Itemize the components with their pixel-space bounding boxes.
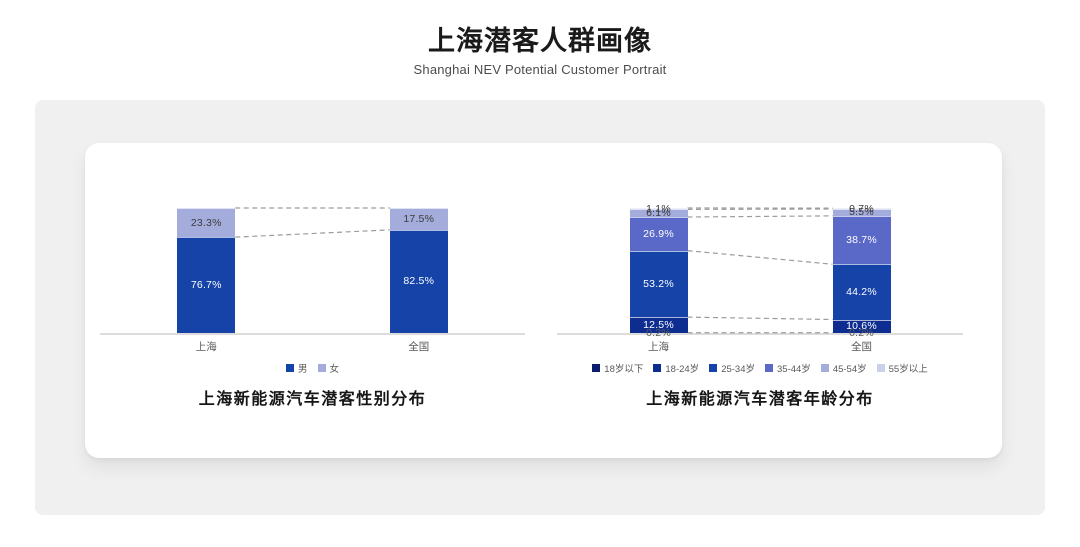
data-label: 0.2% (646, 326, 671, 339)
x-axis-label: 上海 (648, 341, 669, 353)
legend-item: 18岁以下 (592, 361, 643, 375)
bar-segment (832, 215, 891, 265)
connector-lines (687, 207, 833, 334)
charts-card: 76.7% 23.3% 82.5% 17.5% 上海 全国 男女 上海新能源汽车潜客性别… (85, 143, 1002, 458)
bar-上海: 76.7% 23.3% (177, 208, 236, 333)
legend-label: 55岁以上 (888, 364, 928, 375)
bar-segment (832, 319, 891, 333)
age-legend: 18岁以下 18-24岁 25-34岁 35-44岁 45-54岁 55岁以上 (557, 361, 963, 375)
data-label: 82.5% (403, 275, 435, 288)
data-label: 10.6% (846, 320, 877, 333)
legend-item: 女 (317, 361, 340, 375)
legend-item: 18-24岁 (653, 361, 699, 375)
legend-label: 女 (329, 364, 340, 375)
bar-segment (629, 250, 688, 318)
data-label: 44.2% (846, 285, 877, 298)
legend-label: 男 (297, 364, 308, 375)
legend-item: 55岁以上 (876, 361, 928, 375)
legend-label: 18-24岁 (665, 364, 700, 375)
page-subtitle: Shanghai NEV Potential Customer Portrait (413, 62, 667, 77)
data-label: 6.1% (646, 207, 671, 220)
legend-item: 25-34岁 (709, 361, 755, 375)
x-axis-labels: 上海 全国 (557, 339, 963, 353)
data-label: 1.1% (646, 202, 671, 215)
x-axis-label: 全国 (408, 341, 430, 353)
data-label: 23.3% (190, 216, 222, 229)
bar-segment (629, 209, 688, 217)
bar-segment (832, 209, 891, 216)
legend-swatch (765, 364, 773, 372)
chart-caption: 上海新能源汽车潜客性别分布 (198, 391, 427, 408)
gender-legend: 男女 (100, 361, 525, 375)
bar-上海: 0.2% 12.5% 53.2% 26.9% 6.1% 1.1% (629, 203, 688, 339)
legend-label: 25-34岁 (721, 364, 755, 375)
legend-swatch (653, 364, 662, 372)
bar-全国: 0.2% 10.6% 44.2% 38.7% 5.5% 0.7% (832, 203, 891, 339)
legend-swatch (709, 364, 718, 372)
bar-segment (389, 208, 448, 230)
connector-lines (235, 207, 390, 238)
legend-item: 男 (285, 361, 308, 375)
data-label: 53.2% (643, 277, 674, 290)
bar-segment (389, 229, 448, 333)
plot-area: 0.2% 12.5% 53.2% 26.9% 6.1% 1.1% 0.2% 10.6% 44.2… (557, 203, 963, 339)
legend-item: 35-44岁 (765, 361, 811, 375)
header: 上海潜客人群画像 Shanghai NEV Potential Customer… (0, 24, 1080, 77)
legend-swatch (317, 364, 326, 372)
data-label: 76.7% (190, 279, 222, 292)
bar-segment (177, 208, 236, 238)
bar-segment (832, 264, 891, 320)
gender-distribution-chart: 76.7% 23.3% 82.5% 17.5% 上海 全国 男女 上海新能源汽车潜客性别… (100, 143, 525, 458)
legend-swatch (876, 364, 885, 372)
data-label: 5.5% (849, 206, 874, 219)
x-axis-label: 上海 (195, 341, 217, 353)
bar-segment (832, 208, 891, 209)
legend-swatch (285, 364, 294, 372)
legend-swatch (592, 364, 601, 372)
plot-area: 76.7% 23.3% 82.5% 17.5% (100, 207, 525, 335)
bar-segment (629, 317, 688, 333)
age-distribution-chart: 0.2% 12.5% 53.2% 26.9% 6.1% 1.1% 0.2% 10.6% 44.2… (557, 143, 963, 458)
bar-segment (629, 208, 688, 210)
data-label: 17.5% (403, 212, 435, 225)
x-axis-label: 全国 (851, 341, 872, 353)
data-label: 12.5% (643, 318, 674, 331)
chart-caption: 上海新能源汽车潜客年龄分布 (646, 391, 874, 408)
data-label: 38.7% (846, 234, 877, 247)
legend-label: 45-54岁 (832, 364, 867, 375)
legend-label: 18岁以下 (604, 364, 644, 375)
bar-全国: 82.5% 17.5% (389, 208, 448, 333)
bar-segment (177, 237, 236, 333)
data-label: 0.7% (849, 202, 874, 215)
legend-swatch (820, 364, 829, 372)
data-label: 0.2% (849, 326, 874, 339)
legend-label: 35-44岁 (777, 364, 811, 375)
data-label: 26.9% (643, 227, 674, 240)
legend-item: 45-54岁 (820, 361, 867, 375)
page-title: 上海潜客人群画像 (428, 26, 652, 56)
x-axis-labels: 上海 全国 (100, 339, 525, 353)
bar-segment (629, 217, 688, 251)
